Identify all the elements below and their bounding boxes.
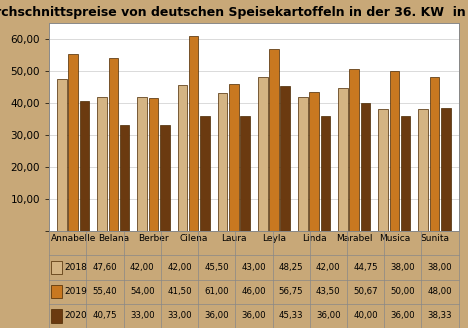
Bar: [229, 84, 239, 231]
Text: 33,00: 33,00: [167, 311, 192, 320]
Bar: [269, 50, 279, 231]
Bar: [430, 77, 439, 231]
Bar: [120, 126, 130, 231]
Text: 40,75: 40,75: [93, 311, 117, 320]
Bar: [51, 285, 62, 298]
Text: 36,00: 36,00: [205, 311, 229, 320]
Bar: [160, 126, 169, 231]
Bar: [51, 261, 62, 274]
Text: 50,67: 50,67: [353, 287, 378, 296]
Bar: [218, 93, 227, 231]
Text: 56,75: 56,75: [279, 287, 303, 296]
Bar: [378, 110, 388, 231]
Text: 45,50: 45,50: [205, 263, 229, 272]
Text: 2018: 2018: [64, 263, 87, 272]
Bar: [309, 92, 319, 231]
Text: 46,00: 46,00: [241, 287, 266, 296]
Bar: [338, 88, 348, 231]
Bar: [298, 97, 307, 231]
Bar: [321, 116, 330, 231]
Text: 45,33: 45,33: [279, 311, 303, 320]
Text: 42,00: 42,00: [167, 263, 192, 272]
Text: 47,60: 47,60: [93, 263, 117, 272]
Bar: [401, 116, 410, 231]
Bar: [418, 110, 428, 231]
Bar: [80, 101, 89, 231]
Bar: [51, 309, 62, 322]
Text: 61,00: 61,00: [205, 287, 229, 296]
Bar: [57, 79, 67, 231]
Text: 33,00: 33,00: [130, 311, 154, 320]
Text: 36,00: 36,00: [390, 311, 415, 320]
Text: 43,50: 43,50: [316, 287, 341, 296]
Text: 2020: 2020: [64, 311, 87, 320]
Bar: [441, 109, 451, 231]
Bar: [258, 77, 268, 231]
Bar: [200, 116, 210, 231]
Text: 43,00: 43,00: [241, 263, 266, 272]
Bar: [240, 116, 250, 231]
Bar: [350, 69, 359, 231]
Text: 54,00: 54,00: [130, 287, 154, 296]
Text: 48,25: 48,25: [279, 263, 303, 272]
Text: 42,00: 42,00: [316, 263, 341, 272]
Text: 48,00: 48,00: [428, 287, 453, 296]
Text: 41,50: 41,50: [167, 287, 192, 296]
Text: 44,75: 44,75: [353, 263, 378, 272]
Text: 38,00: 38,00: [390, 263, 415, 272]
Bar: [280, 86, 290, 231]
Text: 36,00: 36,00: [241, 311, 266, 320]
Bar: [138, 97, 147, 231]
Text: 40,00: 40,00: [353, 311, 378, 320]
Text: 2019: 2019: [64, 287, 87, 296]
Bar: [149, 98, 158, 231]
Text: 55,40: 55,40: [93, 287, 117, 296]
Title: Durchschnittspreise von deutschen Speisekartoffeln in der 36. KW  in €/100 kg: Durchschnittspreise von deutschen Speise…: [0, 6, 468, 19]
Bar: [189, 36, 198, 231]
Text: 38,33: 38,33: [428, 311, 453, 320]
Text: 42,00: 42,00: [130, 263, 154, 272]
Bar: [389, 71, 399, 231]
Text: 36,00: 36,00: [316, 311, 341, 320]
Bar: [109, 58, 118, 231]
Text: 50,00: 50,00: [390, 287, 415, 296]
Bar: [97, 97, 107, 231]
Bar: [178, 86, 187, 231]
Bar: [68, 54, 78, 231]
Bar: [361, 103, 370, 231]
Text: 38,00: 38,00: [428, 263, 453, 272]
